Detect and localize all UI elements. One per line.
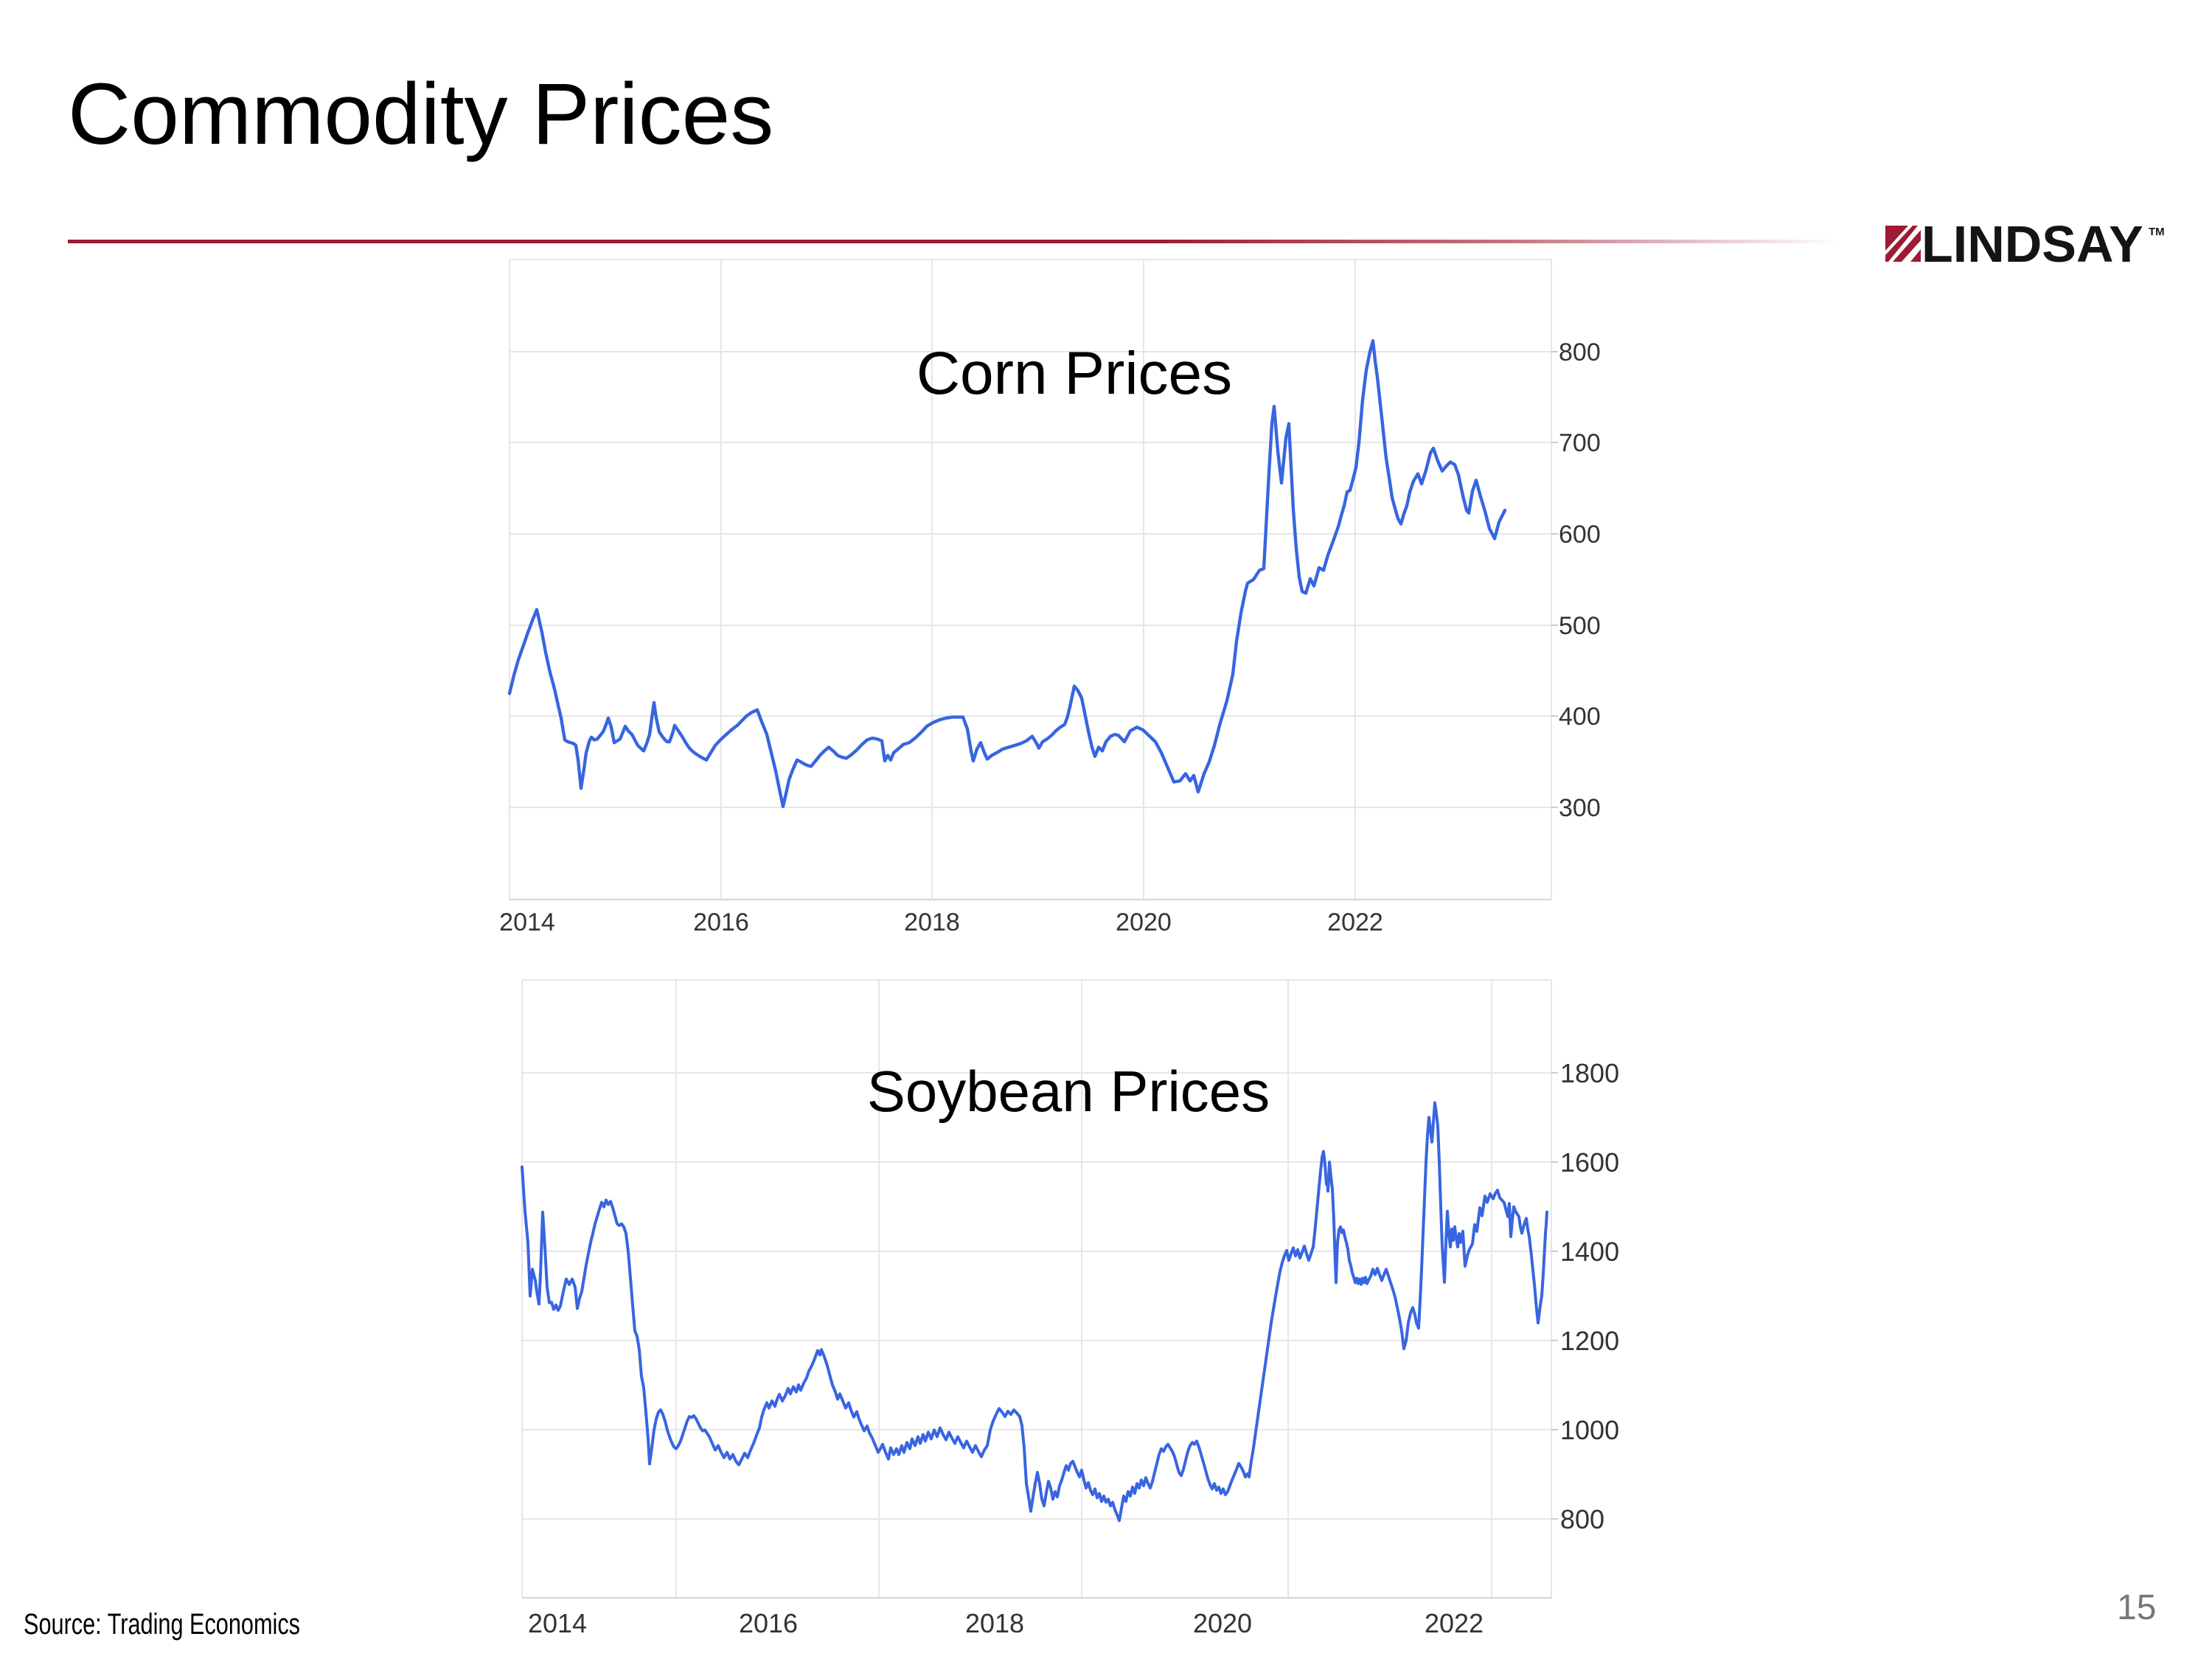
svg-text:700: 700: [1559, 429, 1601, 457]
svg-text:800: 800: [1559, 338, 1601, 366]
svg-text:800: 800: [1560, 1504, 1604, 1534]
svg-text:2022: 2022: [1425, 1608, 1484, 1638]
svg-text:TM: TM: [2149, 226, 2165, 238]
svg-text:2016: 2016: [693, 908, 749, 936]
svg-text:2020: 2020: [1116, 908, 1172, 936]
svg-text:1200: 1200: [1560, 1326, 1619, 1356]
svg-text:2018: 2018: [965, 1608, 1024, 1638]
svg-text:500: 500: [1559, 612, 1601, 640]
svg-text:300: 300: [1559, 794, 1601, 822]
svg-text:Soybean Prices: Soybean Prices: [867, 1059, 1270, 1124]
svg-text:1800: 1800: [1560, 1058, 1619, 1088]
svg-text:600: 600: [1559, 521, 1601, 549]
svg-text:Commodity Prices: Commodity Prices: [68, 66, 773, 163]
svg-text:400: 400: [1559, 703, 1601, 731]
svg-text:1600: 1600: [1560, 1147, 1619, 1178]
svg-text:1400: 1400: [1560, 1237, 1619, 1267]
svg-text:2020: 2020: [1193, 1608, 1252, 1638]
svg-text:2014: 2014: [528, 1608, 587, 1638]
svg-text:2022: 2022: [1327, 908, 1383, 936]
svg-text:1000: 1000: [1560, 1415, 1619, 1445]
svg-text:Corn Prices: Corn Prices: [917, 340, 1232, 407]
svg-text:15: 15: [2117, 1588, 2156, 1627]
svg-text:2016: 2016: [739, 1608, 798, 1638]
svg-text:LINDSAY: LINDSAY: [1921, 215, 2143, 273]
svg-text:2014: 2014: [499, 908, 555, 936]
svg-text:Source: Trading Economics: Source: Trading Economics: [24, 1608, 300, 1641]
svg-text:2018: 2018: [904, 908, 960, 936]
